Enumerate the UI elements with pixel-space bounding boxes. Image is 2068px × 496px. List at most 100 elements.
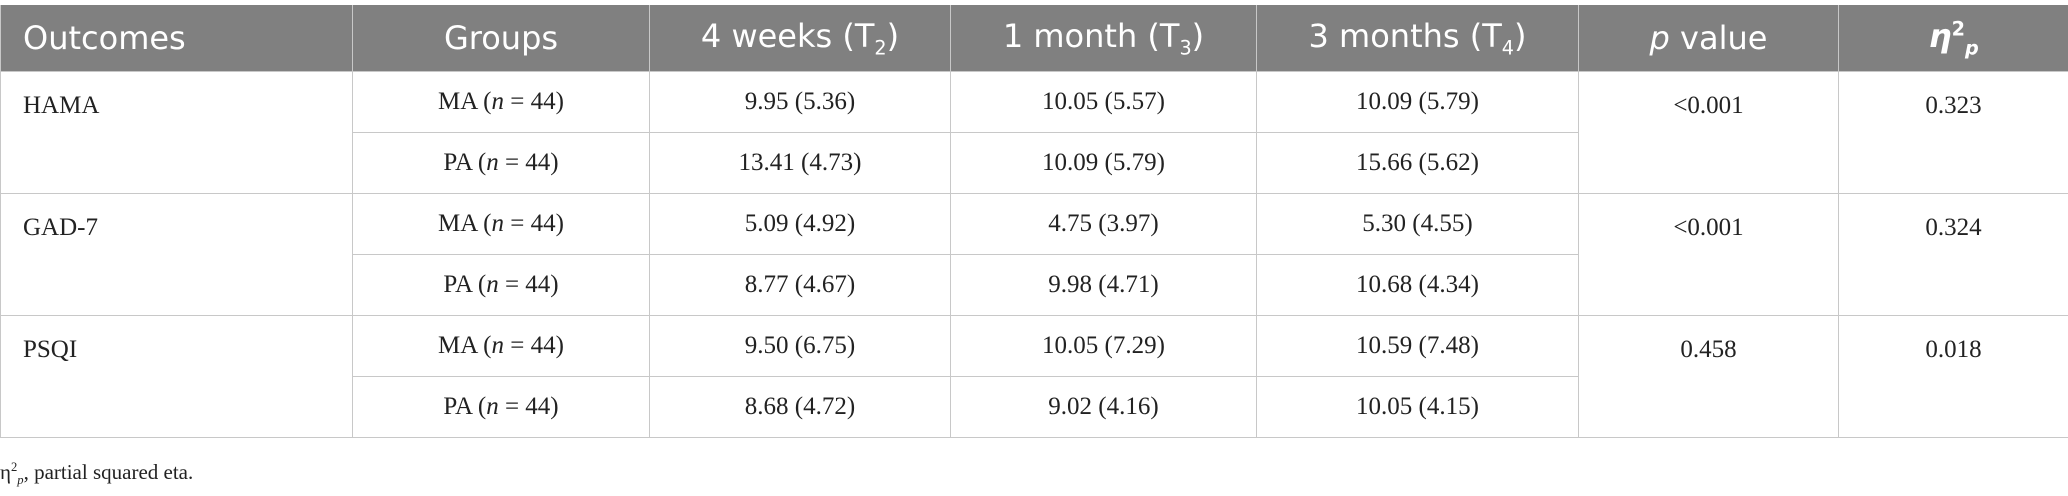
- table-row: PA (n = 44) 8.68 (4.72) 9.02 (4.16) 10.05 (…: [1, 376, 2068, 438]
- value-cell: 8.68 (4.72): [649, 376, 951, 438]
- group-label: MA (: [438, 332, 492, 359]
- header-text: 4 weeks (T: [700, 16, 875, 55]
- table-row: HAMA MA (n = 44) 9.95 (5.36) 10.05 (5.57) 10…: [0, 71, 2068, 194]
- value-cell: 13.41 (4.73): [649, 132, 951, 194]
- group-label: = 44): [498, 393, 559, 420]
- group-cell: MA (n = 44): [352, 71, 650, 133]
- header-superscript: 2: [1951, 17, 1965, 41]
- value-cell: 4.75 (3.97): [950, 193, 1257, 255]
- table-body: HAMA MA (n = 44) 9.95 (5.36) 10.05 (5.57) 10…: [0, 71, 2068, 438]
- header-subscript: 3: [1179, 36, 1192, 60]
- header-cell: 3 months (T4): [1256, 5, 1579, 72]
- value: 9.02 (4.16): [1048, 393, 1159, 420]
- header-text: ): [1514, 16, 1527, 55]
- group-label: n: [486, 149, 499, 176]
- header-row: Outcomes Groups 4 weeks (T2) 1 month (T3…: [0, 5, 2068, 72]
- value: 5.30 (4.55): [1362, 210, 1473, 237]
- header-cell: p value: [1578, 5, 1839, 72]
- value: 10.59 (7.48): [1356, 332, 1479, 359]
- value: 10.05 (5.57): [1042, 88, 1165, 115]
- eta-cell: 0.018: [1838, 315, 2068, 438]
- footnote-subscript: p: [17, 473, 24, 488]
- header-text: 3 months (T: [1308, 16, 1502, 55]
- header-symbol: η: [1928, 16, 1952, 55]
- value-cell: 10.59 (7.48): [1256, 315, 1579, 377]
- header-cell: 1 month (T3): [950, 5, 1257, 72]
- group-cell: PA (n = 44): [352, 254, 650, 316]
- p-value-cell: <0.001: [1578, 193, 1839, 316]
- eta-cell: 0.323: [1838, 71, 2068, 194]
- footnote-text: , partial squared eta.: [23, 460, 194, 484]
- header-text: Groups: [443, 19, 559, 57]
- header-text: 1 month (T: [1002, 16, 1180, 55]
- value: 10.05 (4.15): [1356, 393, 1479, 420]
- outcome-cell: PSQI: [0, 315, 353, 438]
- table-row: PA (n = 44) 13.41 (4.73) 10.09 (5.79) 15.66…: [1, 132, 2068, 194]
- eta: 0.324: [1925, 214, 1982, 241]
- group-label: = 44): [504, 210, 564, 237]
- header-cell: Groups: [352, 5, 650, 72]
- group-label: n: [491, 332, 505, 359]
- value-cell: 5.09 (4.92): [649, 193, 951, 255]
- value-cell: 8.77 (4.67): [649, 254, 951, 316]
- value: 10.05 (7.29): [1042, 332, 1165, 359]
- value-cell: 9.50 (6.75): [649, 315, 951, 377]
- outcome-cell: GAD-7: [0, 193, 353, 316]
- group-label: PA (: [443, 393, 487, 420]
- value-cell: 10.05 (5.57): [950, 71, 1257, 133]
- header-italic: p: [1649, 19, 1670, 57]
- value-cell: 10.05 (7.29): [950, 315, 1257, 377]
- group-label: PA (: [443, 149, 487, 176]
- value-cell: 10.09 (5.79): [1256, 71, 1579, 133]
- group-label: = 44): [498, 271, 559, 298]
- group-label: n: [491, 88, 505, 115]
- value: 8.77 (4.67): [744, 271, 856, 298]
- outcome: PSQI: [23, 336, 78, 363]
- header-text: ): [886, 16, 900, 55]
- p-value-cell: <0.001: [1578, 71, 1839, 194]
- table-row: GAD-7 MA (n = 44) 5.09 (4.92) 4.75 (3.97) 5.…: [0, 193, 2068, 316]
- header-cell: Outcomes: [0, 5, 353, 72]
- group-cell: PA (n = 44): [352, 132, 650, 194]
- group-label: MA (: [438, 210, 492, 237]
- value: 5.09 (4.92): [744, 210, 856, 237]
- value: 10.68 (4.34): [1356, 271, 1479, 298]
- outcome: HAMA: [23, 92, 100, 119]
- value: 10.09 (5.79): [1042, 149, 1165, 176]
- p-value-cell: 0.458: [1578, 315, 1839, 438]
- group-cell: MA (n = 44): [352, 193, 650, 255]
- value: 9.50 (6.75): [744, 332, 856, 359]
- group-label: = 44): [504, 88, 564, 115]
- eta-cell: 0.324: [1838, 193, 2068, 316]
- footnote: η2p, partial squared eta.: [0, 460, 193, 488]
- value: 9.98 (4.71): [1048, 271, 1159, 298]
- value: 4.75 (3.97): [1048, 210, 1159, 237]
- value-cell: 10.09 (5.79): [950, 132, 1257, 194]
- value: 10.09 (5.79): [1356, 88, 1479, 115]
- outcome-cell: HAMA: [0, 71, 353, 194]
- value-cell: 9.95 (5.36): [649, 71, 951, 133]
- group-label: = 44): [498, 149, 559, 176]
- group-label: PA (: [443, 271, 487, 298]
- eta: 0.018: [1925, 336, 1982, 363]
- header-subscript: 4: [1501, 36, 1514, 60]
- value-cell: 9.02 (4.16): [950, 376, 1257, 438]
- group-label: MA (: [438, 88, 492, 115]
- group-label: n: [491, 210, 505, 237]
- value-cell: 10.05 (4.15): [1256, 376, 1579, 438]
- footnote-symbol: η: [0, 460, 11, 484]
- header-subscript: p: [1964, 36, 1979, 60]
- p-value: <0.001: [1673, 92, 1744, 119]
- p-value: <0.001: [1673, 214, 1744, 241]
- table-row: PSQI MA (n = 44) 9.50 (6.75) 10.05 (7.29) 10…: [0, 315, 2068, 438]
- group-cell: MA (n = 44): [352, 315, 650, 377]
- eta: 0.323: [1925, 92, 1982, 119]
- value-cell: 15.66 (5.62): [1256, 132, 1579, 194]
- value: 8.68 (4.72): [744, 393, 856, 420]
- outcome: GAD-7: [23, 214, 98, 241]
- value-cell: 9.98 (4.71): [950, 254, 1257, 316]
- value: 13.41 (4.73): [738, 149, 862, 176]
- group-label: n: [486, 271, 499, 298]
- footnote-superscript: 2: [10, 460, 18, 474]
